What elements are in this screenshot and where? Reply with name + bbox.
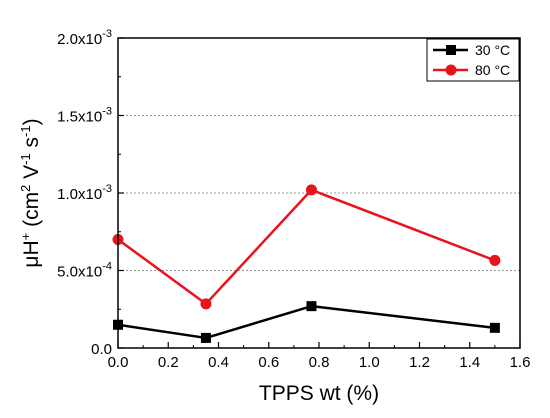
y-tick-label: 1.0x10-3 [57, 183, 112, 203]
legend-marker-30c [446, 45, 456, 55]
y-tick-labels: 0.0 5.0x10-4 1.0x10-3 1.5x10-3 2.0x10-3 [57, 28, 112, 358]
legend-label-30c: 30 °C [475, 42, 510, 58]
x-tick-label: 0.0 [108, 354, 129, 371]
series-line [117, 188, 496, 306]
x-tick-label: 0.2 [158, 354, 179, 371]
y-tick-label: 5.0x10-4 [57, 261, 112, 281]
legend-box [426, 38, 520, 82]
y-tick-label: 1.5x10-3 [57, 106, 112, 126]
x-tick-labels: 0.0 0.2 0.4 0.6 0.8 1.0 1.2 1.4 1.6 [108, 354, 531, 371]
data-point [305, 184, 317, 196]
legend-label-80c: 80 °C [475, 62, 510, 78]
data-point [306, 301, 317, 312]
data-point [489, 254, 501, 266]
x-tick-label: 0.4 [208, 354, 229, 371]
x-tick-label: 1.0 [359, 354, 380, 371]
y-tick-label: 2.0x10-3 [57, 28, 112, 48]
x-tick-label: 0.8 [309, 354, 330, 371]
x-tick-label: 0.6 [258, 354, 279, 371]
y-tick-label: 0.0 [91, 341, 112, 358]
legend: 30 °C 80 °C [426, 38, 520, 82]
series-line [117, 304, 496, 340]
y-axis-title: μH+ (cm2 V-1 s-1) [18, 118, 43, 267]
data-point [200, 332, 211, 343]
ticks [117, 37, 521, 349]
legend-marker-80c [445, 64, 457, 76]
x-tick-label: 1.2 [409, 354, 430, 371]
x-tick-label: 1.4 [459, 354, 480, 371]
data-point [200, 298, 212, 310]
x-axis-title: TPPS wt (%) [259, 382, 379, 405]
data-point [489, 322, 500, 333]
series-1 [112, 184, 501, 310]
x-tick-label: 1.6 [510, 354, 531, 371]
